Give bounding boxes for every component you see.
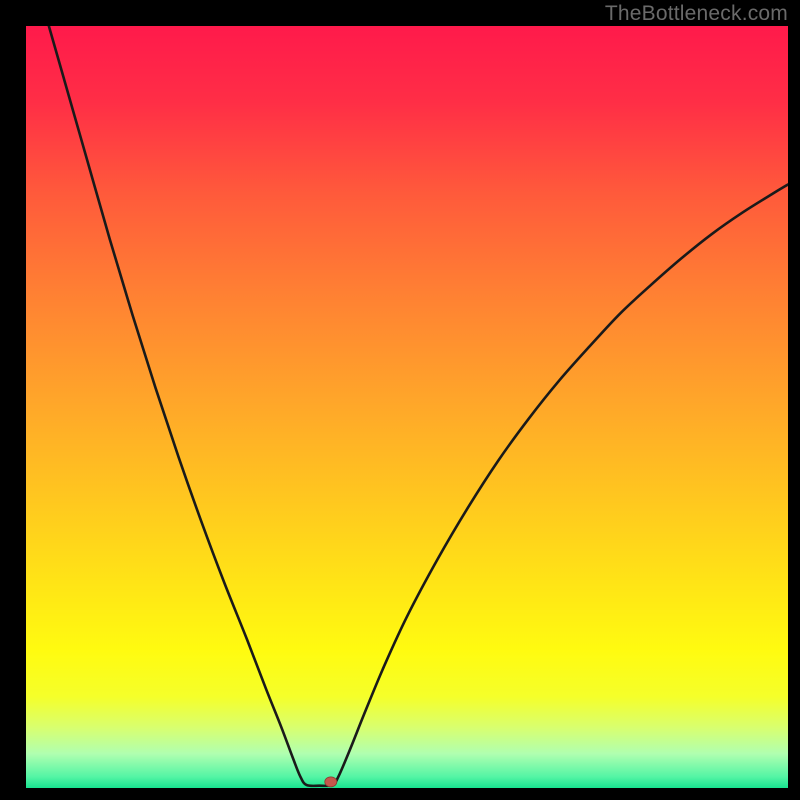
plot-area bbox=[26, 26, 788, 788]
chart-frame: TheBottleneck.com bbox=[0, 0, 800, 800]
bottleneck-curve-path bbox=[49, 26, 788, 786]
watermark-text: TheBottleneck.com bbox=[605, 2, 788, 26]
bottleneck-curve bbox=[26, 26, 788, 788]
optimal-point-marker bbox=[325, 777, 337, 787]
